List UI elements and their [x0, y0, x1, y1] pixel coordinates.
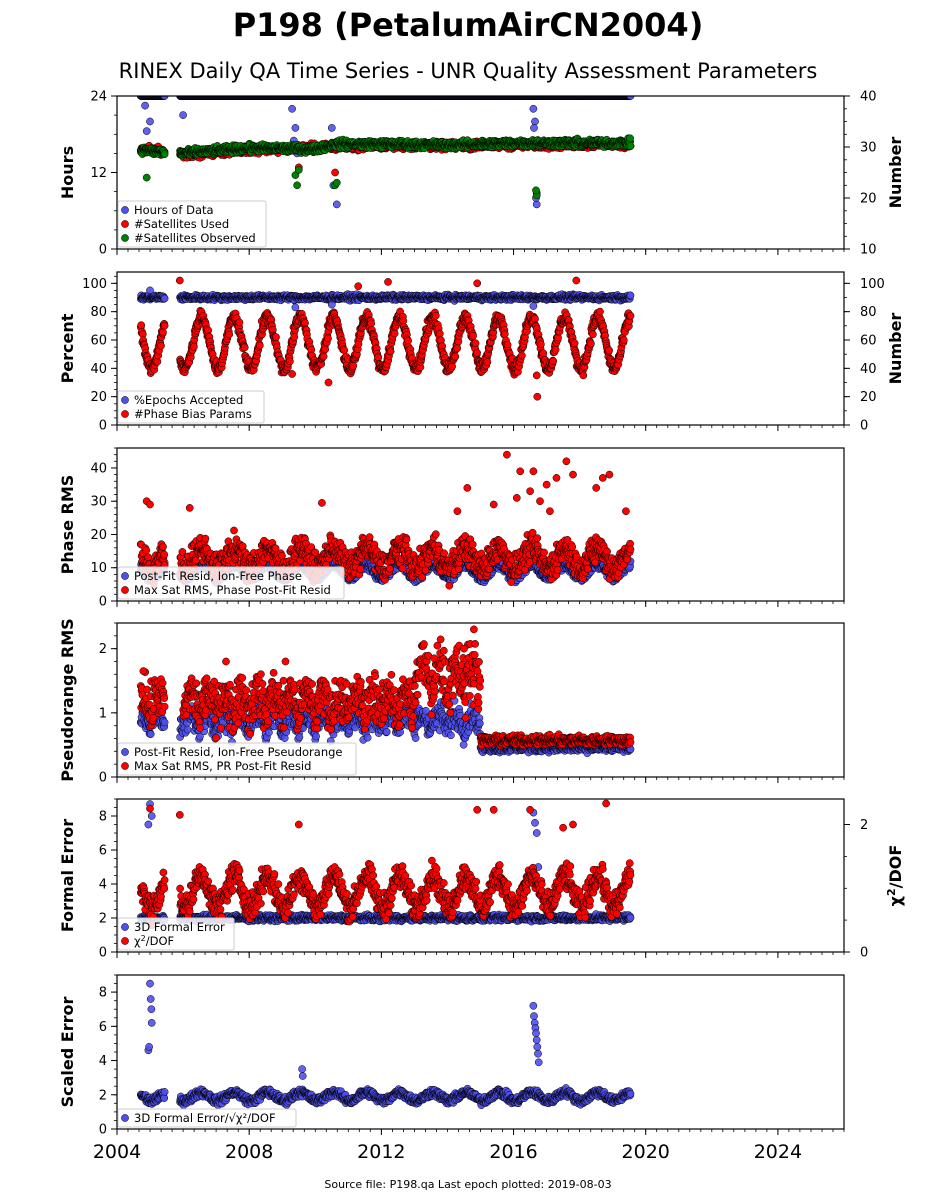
outlier-point	[530, 124, 538, 132]
y-right-label: Number	[886, 137, 905, 209]
outlier-point	[332, 178, 341, 187]
legend-label: #Satellites Used	[134, 217, 229, 231]
outlier-point	[288, 104, 296, 113]
data-point	[160, 150, 169, 159]
data-point	[137, 321, 146, 330]
legend-marker	[121, 234, 129, 242]
outlier-point	[327, 124, 336, 132]
data-point	[626, 134, 634, 143]
legend-marker	[121, 220, 129, 228]
page-subtitle: RINEX Daily QA Time Series - UNR Quality…	[119, 59, 818, 83]
outlier-point	[291, 124, 300, 132]
outlier-point	[294, 166, 303, 174]
outlier-point	[141, 101, 149, 110]
legend-marker	[121, 206, 129, 214]
legend: Hours of Data#Satellites Used#Satellites…	[117, 200, 267, 248]
outlier-point	[529, 104, 538, 113]
outlier-point	[529, 302, 538, 310]
series-3-points	[136, 134, 635, 200]
y-tick-label: 0	[99, 243, 107, 258]
outlier-point	[146, 286, 154, 295]
outlier-point	[146, 117, 154, 126]
y-axis-label: Hours	[58, 146, 77, 199]
data-point	[626, 142, 635, 150]
outlier-point	[532, 200, 541, 209]
y-right-tick-label: 20	[860, 192, 877, 207]
outlier-point	[293, 181, 301, 190]
legend-label: Hours of Data	[134, 203, 214, 217]
outlier-point	[531, 117, 539, 126]
scatter-points-2	[136, 276, 635, 401]
legend-label: #Satellites Observed	[134, 231, 256, 245]
y-right-tick-label: 10	[860, 243, 877, 258]
data-point	[160, 294, 169, 303]
outlier-point	[142, 127, 151, 135]
outlier-point	[332, 200, 341, 209]
y-right-tick-label: 30	[860, 141, 877, 156]
outlier-point	[142, 173, 151, 182]
data-point	[626, 291, 635, 300]
outlier-point	[291, 303, 300, 312]
outlier-point	[327, 300, 336, 309]
outlier-point	[331, 168, 339, 177]
outlier-point	[532, 186, 540, 195]
series-1-points	[136, 286, 635, 312]
page-title: P198 (PetalumAirCN2004)	[233, 6, 704, 44]
panel-2: 020406080100020406080100NumberPercent%Ep…	[58, 271, 905, 434]
y-tick-label: 24	[90, 90, 107, 105]
outlier-point	[179, 111, 187, 119]
scatter-points-1	[136, 96, 635, 209]
y-tick-label: 12	[90, 166, 107, 181]
y-right-tick-label: 40	[860, 90, 877, 105]
